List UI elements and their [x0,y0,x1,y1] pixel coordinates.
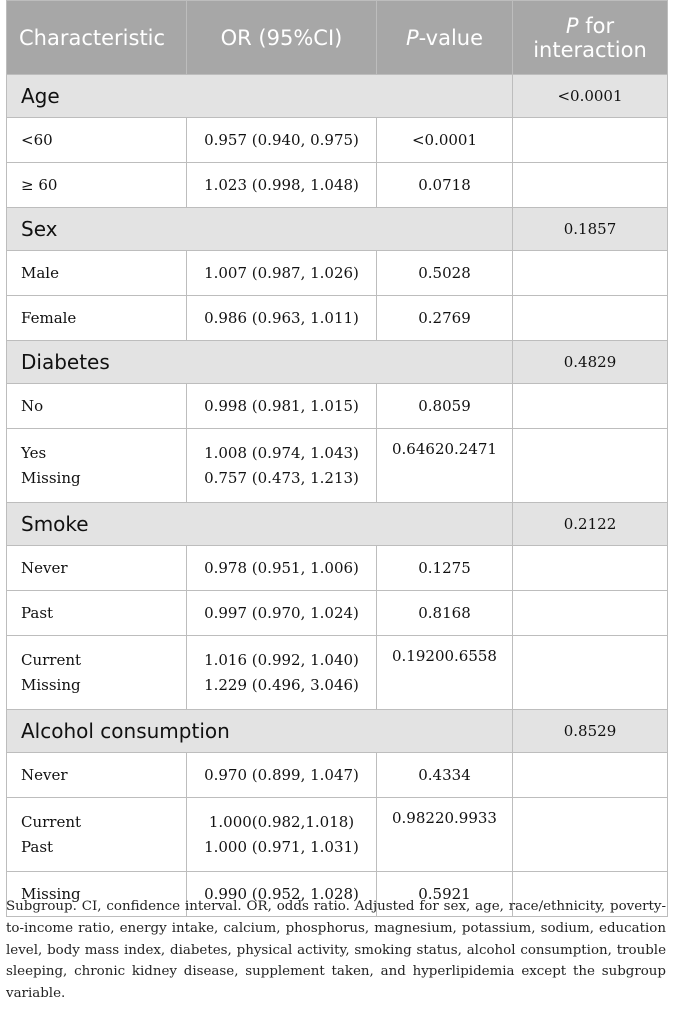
row-label: Past [6,590,187,636]
table-row: Never 0.978 (0.951, 1.006) 0.1275 [6,545,668,591]
row-p-interaction [512,871,668,917]
row-p-interaction [512,428,668,503]
row-p-interaction [512,162,668,208]
row-p: 0.98220.9933 [376,797,513,872]
row-label: Missing [6,871,187,917]
row-p: 0.64620.2471 [376,428,513,503]
row-p-interaction [512,797,668,872]
row-or: 1.007 (0.987, 1.026) [186,250,377,296]
group-title: Smoke [6,502,513,546]
row-label: Female [6,295,187,341]
row-or-line: 1.008 (0.974, 1.043) [204,443,359,462]
group-row-alcohol: Alcohol consumption 0.8529 [6,709,668,753]
row-p: 0.0718 [376,162,513,208]
row-label-line: Missing [21,468,81,487]
table-row-merged: Current Past 1.000(0.982,1.018) 1.000 (0… [6,797,668,872]
table-row: Male 1.007 (0.987, 1.026) 0.5028 [6,250,668,296]
row-or: 1.000(0.982,1.018) 1.000 (0.971, 1.031) [186,797,377,872]
row-or: 0.997 (0.970, 1.024) [186,590,377,636]
row-or-line: 1.000(0.982,1.018) [208,812,355,831]
row-p-interaction [512,752,668,798]
row-or-line: 1.229 (0.496, 3.046) [204,675,359,694]
header-p-interaction: P for interaction [512,0,668,75]
row-label: Current Past [6,797,187,872]
table-row: Past 0.997 (0.970, 1.024) 0.8168 [6,590,668,636]
row-or: 0.970 (0.899, 1.047) [186,752,377,798]
row-p: 0.2769 [376,295,513,341]
group-p-interaction: 0.2122 [512,502,668,546]
row-label: ≥ 60 [6,162,187,208]
row-label: Yes Missing [6,428,187,503]
row-p-interaction [512,635,668,710]
table-row: <60 0.957 (0.940, 0.975) <0.0001 [6,117,668,163]
table-row: ≥ 60 1.023 (0.998, 1.048) 0.0718 [6,162,668,208]
row-p: 0.8168 [376,590,513,636]
row-or: 0.998 (0.981, 1.015) [186,383,377,429]
row-or-line: 1.000 (0.971, 1.031) [204,837,359,856]
table-footnote: Subgroup. CI, confidence interval. OR, o… [6,899,666,1002]
row-or: 1.023 (0.998, 1.048) [186,162,377,208]
group-p-interaction: <0.0001 [512,74,668,118]
row-p: 0.19200.6558 [376,635,513,710]
subgroup-table: Characteristic OR (95%CI) P-value P for i… [6,0,668,917]
group-row-diabetes: Diabetes 0.4829 [6,340,668,384]
group-row-age: Age <0.0001 [6,74,668,118]
header-characteristic: Characteristic [6,0,187,75]
row-or: 1.008 (0.974, 1.043) 0.757 (0.473, 1.213… [186,428,377,503]
row-label: No [6,383,187,429]
row-label-line: Past [21,837,54,856]
table-row: Never 0.970 (0.899, 1.047) 0.4334 [6,752,668,798]
row-p: 0.4334 [376,752,513,798]
row-label: Male [6,250,187,296]
group-title: Alcohol consumption [6,709,513,753]
group-p-interaction: 0.1857 [512,207,668,251]
table-row: Female 0.986 (0.963, 1.011) 0.2769 [6,295,668,341]
row-p: 0.5921 [376,871,513,917]
group-row-sex: Sex 0.1857 [6,207,668,251]
row-or-line: 0.757 (0.473, 1.213) [204,468,359,487]
group-p-interaction: 0.4829 [512,340,668,384]
row-p-interaction [512,295,668,341]
table-row-merged: Current Missing 1.016 (0.992, 1.040) 1.2… [6,635,668,710]
group-p-interaction: 0.8529 [512,709,668,753]
row-label-line: Missing [21,675,81,694]
group-title: Diabetes [6,340,513,384]
header-p-value: P-value [376,0,513,75]
header-or: OR (95%CI) [186,0,377,75]
row-p: 0.5028 [376,250,513,296]
row-p-interaction [512,545,668,591]
row-or-line: 1.016 (0.992, 1.040) [204,650,359,669]
row-p-interaction [512,590,668,636]
row-or: 0.957 (0.940, 0.975) [186,117,377,163]
table-row: Missing 0.990 (0.952, 1.028) 0.5921 [6,871,668,917]
row-or: 0.978 (0.951, 1.006) [186,545,377,591]
row-label: Current Missing [6,635,187,710]
row-p-interaction [512,383,668,429]
row-or: 1.016 (0.992, 1.040) 1.229 (0.496, 3.046… [186,635,377,710]
row-or: 0.986 (0.963, 1.011) [186,295,377,341]
row-p: 0.8059 [376,383,513,429]
row-label: <60 [6,117,187,163]
row-label-line: Current [21,812,82,831]
row-label: Never [6,545,187,591]
row-label-line: Current [21,650,82,669]
row-label: Never [6,752,187,798]
row-p-interaction [512,250,668,296]
row-p-interaction [512,117,668,163]
table-row-merged: Yes Missing 1.008 (0.974, 1.043) 0.757 (… [6,428,668,503]
table-row: No 0.998 (0.981, 1.015) 0.8059 [6,383,668,429]
group-title: Age [6,74,513,118]
group-row-smoke: Smoke 0.2122 [6,502,668,546]
group-title: Sex [6,207,513,251]
row-p: 0.1275 [376,545,513,591]
header-row: Characteristic OR (95%CI) P-value P for i… [6,0,668,75]
row-p: <0.0001 [376,117,513,163]
row-label-line: Yes [21,443,47,462]
